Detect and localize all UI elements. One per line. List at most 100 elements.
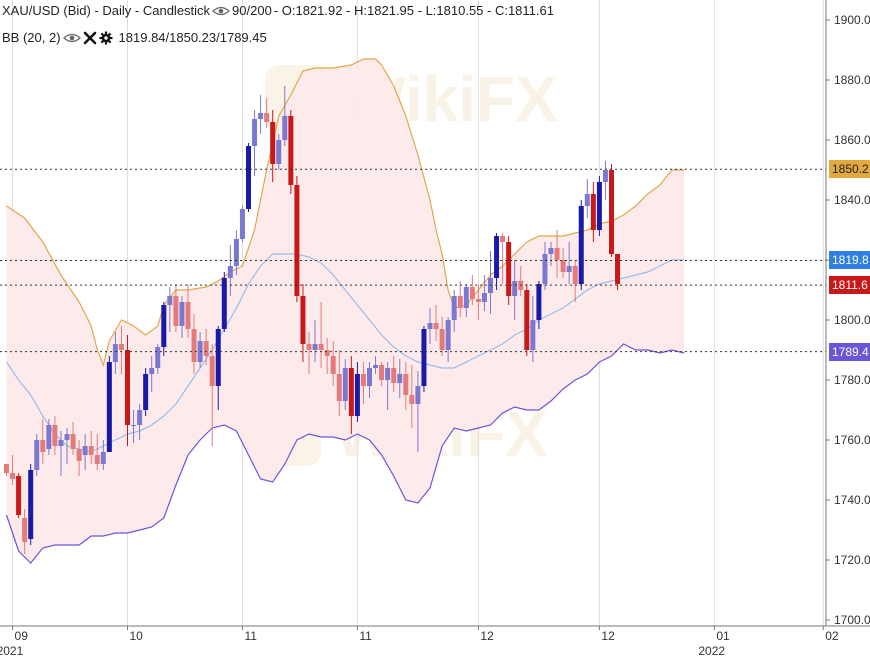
candle-body <box>433 323 439 329</box>
candle <box>451 290 457 332</box>
candle-body <box>306 344 312 350</box>
candle <box>137 404 143 440</box>
candle <box>28 464 34 545</box>
x-tick-label: 02 <box>825 629 839 643</box>
candle <box>463 284 469 317</box>
candle-body <box>46 425 52 449</box>
candle-body <box>584 194 590 206</box>
candle <box>149 356 155 392</box>
y-tick-label: 1780.00 <box>834 373 870 387</box>
candle <box>584 179 590 218</box>
candle-body <box>481 293 487 302</box>
band-upper-line <box>6 58 685 367</box>
candle-body <box>239 209 245 239</box>
candle <box>288 110 294 194</box>
candle-body <box>463 287 469 308</box>
y-tick-label: 1840.00 <box>834 193 870 207</box>
chart-header-line2: BB (20, 2) 1819.84/1850.23/1789.45 <box>2 30 267 45</box>
x-tick-label: 10 <box>130 629 144 643</box>
candle <box>276 134 282 170</box>
candle-body <box>125 350 130 425</box>
candle <box>118 326 124 374</box>
candle <box>209 344 215 446</box>
candle-body <box>367 368 372 386</box>
candle <box>530 296 536 362</box>
candle-body <box>373 365 379 368</box>
candle-body <box>22 518 28 542</box>
candle-body <box>58 440 64 446</box>
candle <box>342 359 348 410</box>
candle-body <box>415 386 421 404</box>
candle-body <box>70 434 76 449</box>
indicator-name: BB (20, 2) <box>2 30 61 45</box>
indicator-eye-icon[interactable] <box>62 32 81 44</box>
candle <box>233 230 239 275</box>
candle <box>294 176 300 302</box>
candle-body <box>246 146 251 209</box>
candle-body <box>494 236 500 278</box>
candle-body <box>52 425 58 446</box>
candle-body <box>536 284 542 320</box>
candle <box>391 356 397 392</box>
candle <box>100 440 106 470</box>
candle <box>379 362 385 386</box>
candle <box>76 440 82 476</box>
candle <box>609 164 614 257</box>
candle <box>58 431 64 476</box>
candle <box>131 410 137 443</box>
candle <box>512 260 518 320</box>
candle <box>548 242 554 266</box>
candle <box>179 296 185 338</box>
candles[interactable] <box>4 86 621 554</box>
candle-body <box>500 236 506 242</box>
x-tick-year: 2022 <box>698 644 725 658</box>
candle <box>161 302 167 356</box>
candle-body <box>149 368 155 374</box>
candle-body <box>276 140 282 164</box>
candle-body <box>427 323 433 329</box>
candle-body <box>439 329 445 350</box>
candle-body <box>288 116 294 185</box>
candle <box>348 356 354 434</box>
candle-body <box>221 278 227 329</box>
x-tick-label: 01 <box>716 629 730 643</box>
candle-body <box>143 374 149 410</box>
candle <box>300 284 306 362</box>
candle <box>360 362 366 404</box>
candle <box>167 287 173 332</box>
y-tick-label: 1720.00 <box>834 553 870 567</box>
candle <box>143 368 149 416</box>
candle-body <box>457 296 463 308</box>
candle <box>270 110 276 182</box>
candle-body <box>185 302 191 329</box>
candle-body <box>475 299 481 302</box>
candle-body <box>94 455 100 464</box>
candle-body <box>312 344 318 350</box>
candle <box>88 431 94 464</box>
candle-body <box>282 116 288 140</box>
candle <box>52 416 58 455</box>
candle <box>457 281 463 317</box>
candle <box>330 341 336 386</box>
eye-icon[interactable] <box>212 5 230 17</box>
candle-body <box>64 434 70 440</box>
close-icon[interactable] <box>83 31 97 45</box>
candle <box>494 233 500 290</box>
candle <box>318 302 324 368</box>
candle-body <box>354 374 360 416</box>
gear-icon[interactable] <box>99 31 113 45</box>
candle-body <box>360 374 366 386</box>
candle-body <box>131 425 137 426</box>
candle-body <box>524 290 530 350</box>
candle <box>602 161 608 200</box>
candle-body <box>379 365 385 380</box>
candle <box>16 473 22 518</box>
candle <box>4 464 9 476</box>
candle <box>542 242 548 290</box>
candle-body <box>330 356 336 374</box>
candle-body <box>512 281 518 296</box>
candle <box>403 362 409 410</box>
